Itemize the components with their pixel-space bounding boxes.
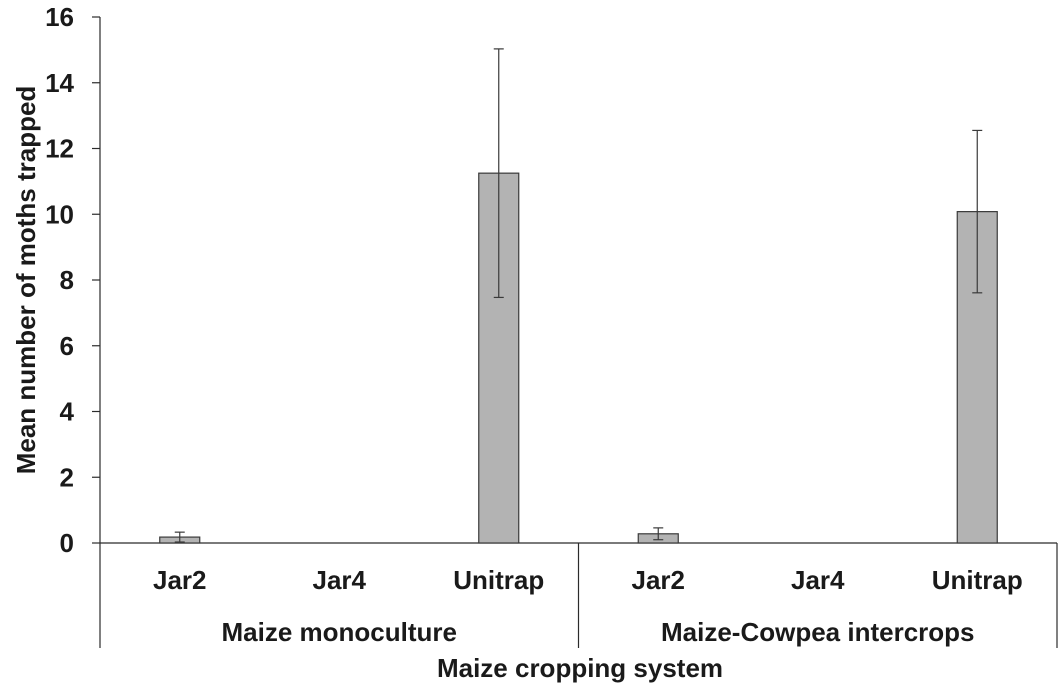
y-tick-label: 6 xyxy=(60,331,74,361)
group-label: Maize monoculture xyxy=(222,617,457,647)
y-tick-label: 14 xyxy=(45,68,74,98)
bar xyxy=(478,172,520,544)
labels: Jar2 Jar4 Unitrap Maize monoculture Jar2 Jar4… xyxy=(153,565,1023,647)
y-axis-title: Mean number of moths trapped xyxy=(11,86,41,475)
y-tick-label: 2 xyxy=(60,462,74,492)
bars xyxy=(159,48,998,544)
category-label: Jar4 xyxy=(313,565,367,595)
y-tick-label: 12 xyxy=(45,134,74,164)
category-label: Jar2 xyxy=(632,565,686,595)
x-axis-title: Maize cropping system xyxy=(437,653,723,683)
y-tick-label: 16 xyxy=(45,2,74,32)
category-label: Unitrap xyxy=(453,565,544,595)
y-tick-label: 8 xyxy=(60,265,74,295)
y-tick-label: 4 xyxy=(60,397,75,427)
group-label: Maize-Cowpea intercrops xyxy=(661,617,975,647)
category-label: Jar2 xyxy=(153,565,207,595)
y-tick-label: 0 xyxy=(60,528,74,558)
axes: 0 2 4 6 8 10 12 14 16 xyxy=(45,2,1058,648)
category-label: Jar4 xyxy=(791,565,845,595)
category-label: Unitrap xyxy=(932,565,1023,595)
y-tick-label: 10 xyxy=(45,199,74,229)
